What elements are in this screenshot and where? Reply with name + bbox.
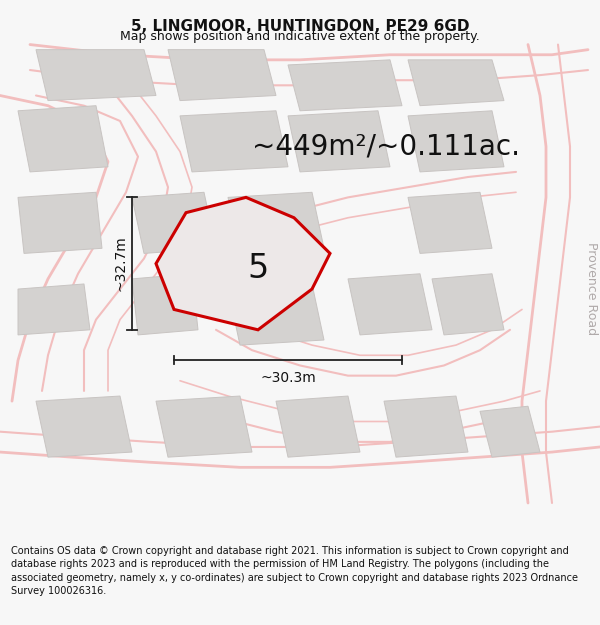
Polygon shape [228, 284, 324, 345]
Polygon shape [18, 284, 90, 335]
Polygon shape [480, 406, 540, 457]
Text: ~449m²/~0.111ac.: ~449m²/~0.111ac. [252, 132, 520, 161]
Polygon shape [384, 396, 468, 457]
Polygon shape [168, 49, 276, 101]
Polygon shape [36, 49, 156, 101]
Polygon shape [132, 192, 216, 253]
Polygon shape [276, 396, 360, 457]
Polygon shape [288, 60, 402, 111]
Text: 5, LINGMOOR, HUNTINGDON, PE29 6GD: 5, LINGMOOR, HUNTINGDON, PE29 6GD [131, 19, 469, 34]
Polygon shape [180, 111, 288, 172]
Polygon shape [18, 106, 108, 172]
Text: Provence Road: Provence Road [584, 242, 598, 336]
Polygon shape [36, 396, 132, 457]
Text: ~30.3m: ~30.3m [260, 371, 316, 384]
Text: Contains OS data © Crown copyright and database right 2021. This information is : Contains OS data © Crown copyright and d… [11, 546, 578, 596]
Polygon shape [156, 396, 252, 457]
Text: Map shows position and indicative extent of the property.: Map shows position and indicative extent… [120, 30, 480, 43]
Polygon shape [18, 192, 102, 253]
Polygon shape [432, 274, 504, 335]
Polygon shape [348, 274, 432, 335]
Polygon shape [156, 198, 330, 330]
Polygon shape [228, 192, 324, 253]
Polygon shape [408, 60, 504, 106]
Polygon shape [132, 274, 198, 335]
Polygon shape [408, 192, 492, 253]
Text: 5: 5 [247, 252, 269, 285]
Text: ~32.7m: ~32.7m [113, 236, 127, 291]
Polygon shape [408, 111, 504, 172]
Polygon shape [288, 111, 390, 172]
